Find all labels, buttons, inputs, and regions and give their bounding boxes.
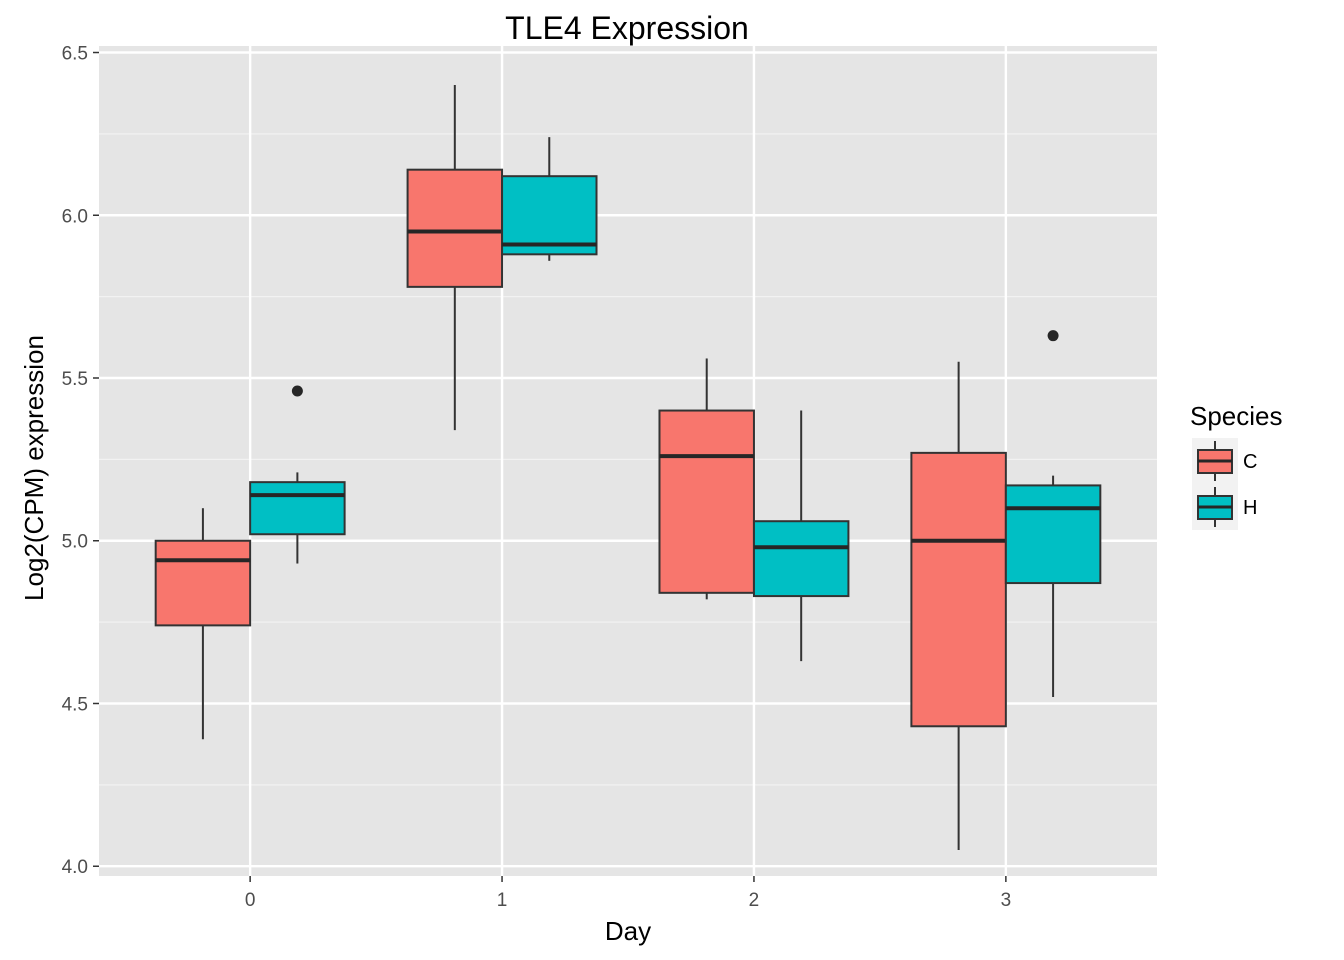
box-body: [658, 409, 755, 594]
x-axis: 0 1 2 3: [245, 876, 1011, 911]
legend-items: CH: [1192, 438, 1257, 530]
box-body: [154, 539, 252, 627]
box-body: [910, 451, 1007, 728]
y-tick-label: 4.0: [62, 857, 88, 878]
box-C-day-3: [910, 361, 1007, 850]
box-body: [249, 481, 346, 536]
box-C-day-0: [154, 508, 252, 740]
box-body: [752, 520, 850, 598]
box-H-day-0: [249, 385, 346, 564]
legend-key-C: [1192, 438, 1238, 484]
legend: Species CH: [1190, 401, 1283, 530]
y-tick-label: 5.0: [62, 532, 88, 553]
y-axis: 4.0 4.5 5.0 5.5 6.0 6.5: [62, 44, 99, 878]
y-tick-label: 6.5: [62, 44, 88, 65]
legend-label-H: H: [1243, 497, 1257, 519]
box-H-day-3: [1004, 330, 1102, 697]
legend-key-H: [1192, 484, 1238, 530]
legend-title: Species: [1190, 401, 1283, 431]
outlier-point: [1047, 330, 1059, 342]
box-H-day-1: [501, 137, 598, 261]
box-body: [501, 175, 598, 256]
x-tick-label: 1: [497, 890, 508, 911]
chart-title: TLE4 Expression: [505, 10, 749, 46]
box-body: [1004, 484, 1102, 585]
y-axis-title: Log2(CPM) expression: [19, 335, 49, 601]
legend-label-C: C: [1243, 451, 1257, 473]
y-tick-label: 4.5: [62, 694, 88, 715]
box-H-day-2: [752, 410, 850, 662]
x-axis-title: Day: [605, 916, 651, 946]
x-tick-label: 3: [1001, 890, 1012, 911]
box-body: [406, 168, 504, 288]
outlier-point: [291, 385, 303, 397]
boxes: [154, 85, 1102, 850]
box-C-day-2: [658, 358, 755, 600]
box-C-day-1: [406, 85, 504, 431]
x-tick-label: 2: [749, 890, 760, 911]
y-tick-label: 6.0: [62, 206, 88, 227]
y-tick-label: 5.5: [62, 369, 88, 390]
x-tick-label: 0: [245, 890, 256, 911]
